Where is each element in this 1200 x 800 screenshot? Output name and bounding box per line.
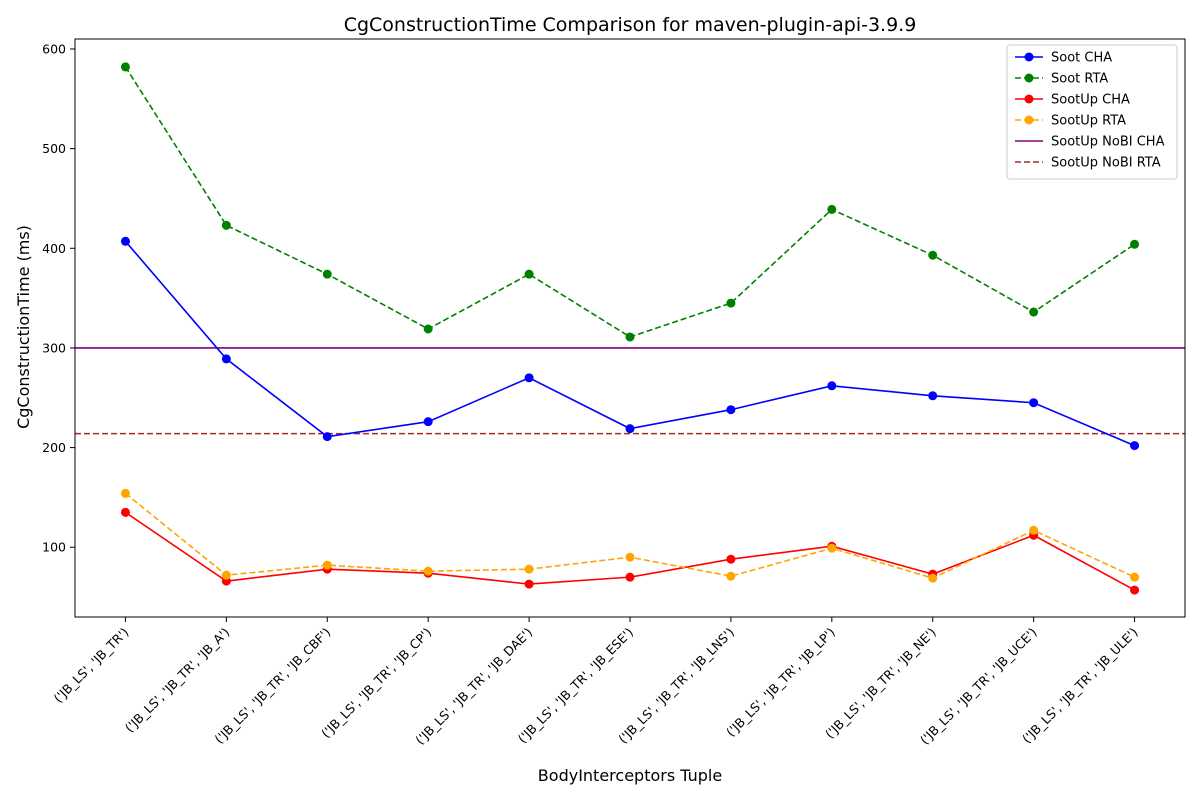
legend-label-sootup-cha: SootUp CHA <box>1051 93 1130 108</box>
x-tick-label: ('JB_LS', 'JB_TR', 'JB_UCE') <box>917 625 1040 748</box>
point-soot-cha-10 <box>1130 441 1140 451</box>
chart-title: CgConstructionTime Comparison for maven-… <box>344 14 917 36</box>
series-line-soot-rta <box>124 66 1135 338</box>
series-line-soot-cha <box>124 240 1135 447</box>
point-soot-rta-9 <box>1029 307 1039 317</box>
legend-box <box>1006 44 1178 180</box>
point-sootup-rta-10 <box>1130 572 1140 582</box>
point-sootup-rta-5 <box>625 552 635 562</box>
x-tick-label: ('JB_LS', 'JB_TR', 'JB_CP') <box>318 625 434 741</box>
legend-label-soot-cha: Soot CHA <box>1051 51 1112 66</box>
legend-marker-soot-rta <box>1024 73 1034 83</box>
y-tick-label: 100 <box>42 540 66 555</box>
x-axis-label: BodyInterceptors Tuple <box>538 766 722 785</box>
plot-area <box>75 62 1185 595</box>
point-soot-cha-2 <box>322 432 332 442</box>
point-soot-rta-3 <box>423 324 433 334</box>
x-tick-label: ('JB_LS', 'JB_TR', 'JB_A') <box>122 625 233 736</box>
point-soot-cha-5 <box>625 424 635 434</box>
point-soot-cha-6 <box>726 405 736 415</box>
point-soot-rta-7 <box>827 204 837 214</box>
point-sootup-rta-2 <box>322 560 332 570</box>
point-soot-cha-9 <box>1029 398 1039 408</box>
legend-marker-soot-cha <box>1024 52 1034 62</box>
point-soot-rta-6 <box>726 298 736 308</box>
point-soot-cha-1 <box>221 354 231 364</box>
legend-marker-sootup-rta <box>1024 115 1034 125</box>
y-tick-label: 400 <box>42 241 66 256</box>
point-sootup-cha-5 <box>625 572 635 582</box>
point-soot-rta-10 <box>1130 239 1140 249</box>
point-sootup-rta-4 <box>524 564 534 574</box>
point-soot-cha-8 <box>928 391 938 401</box>
legend-label-sootup-nobi-rta: SootUp NoBI RTA <box>1051 156 1161 171</box>
point-soot-cha-4 <box>524 373 534 383</box>
point-sootup-rta-3 <box>423 566 433 576</box>
point-sootup-cha-0 <box>120 507 130 517</box>
point-sootup-cha-6 <box>726 554 736 564</box>
point-sootup-cha-4 <box>524 579 534 589</box>
legend: Soot CHA Soot RTA SootUp CHA SootUp RTA Soot… <box>1006 44 1178 180</box>
point-soot-rta-2 <box>322 269 332 279</box>
series-line-sootup-rta <box>124 492 1135 579</box>
x-tick-label: ('JB_LS', 'JB_TR', 'JB_NE') <box>822 625 939 742</box>
point-sootup-cha-10 <box>1130 585 1140 595</box>
legend-marker-sootup-cha <box>1024 94 1034 104</box>
y-tick-label: 200 <box>42 440 66 455</box>
point-soot-cha-7 <box>827 381 837 391</box>
x-tick-label: ('JB_LS', 'JB_TR', 'JB_CBF') <box>211 625 333 747</box>
point-soot-rta-5 <box>625 332 635 342</box>
point-soot-cha-0 <box>120 236 130 246</box>
x-tick-label: ('JB_LS', 'JB_TR', 'JB_ESE') <box>515 625 636 746</box>
y-tick-label: 600 <box>42 41 66 56</box>
x-tick-label: ('JB_LS', 'JB_TR') <box>50 625 131 706</box>
x-tick-label: ('JB_LS', 'JB_TR', 'JB_LP') <box>723 625 838 740</box>
point-sootup-rta-1 <box>221 570 231 580</box>
y-axis-label: CgConstructionTime (ms) <box>14 225 33 429</box>
legend-label-soot-rta: Soot RTA <box>1051 72 1108 87</box>
point-sootup-rta-0 <box>120 488 130 498</box>
x-tick-label: ('JB_LS', 'JB_TR', 'JB_LNS') <box>615 625 737 747</box>
point-soot-rta-8 <box>928 250 938 260</box>
legend-label-sootup-nobi-cha: SootUp NoBI CHA <box>1051 135 1165 150</box>
x-tick-label: ('JB_LS', 'JB_TR', 'JB_DAE') <box>412 625 535 748</box>
y-tick-label: 300 <box>42 340 66 355</box>
point-sootup-rta-8 <box>928 573 938 583</box>
point-soot-cha-3 <box>423 417 433 427</box>
point-soot-rta-0 <box>120 62 130 72</box>
point-sootup-rta-9 <box>1029 525 1039 535</box>
legend-label-sootup-rta: SootUp RTA <box>1051 114 1126 129</box>
point-sootup-rta-7 <box>827 543 837 553</box>
y-tick-label: 500 <box>42 141 66 156</box>
point-soot-rta-1 <box>221 220 231 230</box>
point-sootup-rta-6 <box>726 571 736 581</box>
point-soot-rta-4 <box>524 269 534 279</box>
x-tick-label: ('JB_LS', 'JB_TR', 'JB_ULE') <box>1019 625 1141 747</box>
